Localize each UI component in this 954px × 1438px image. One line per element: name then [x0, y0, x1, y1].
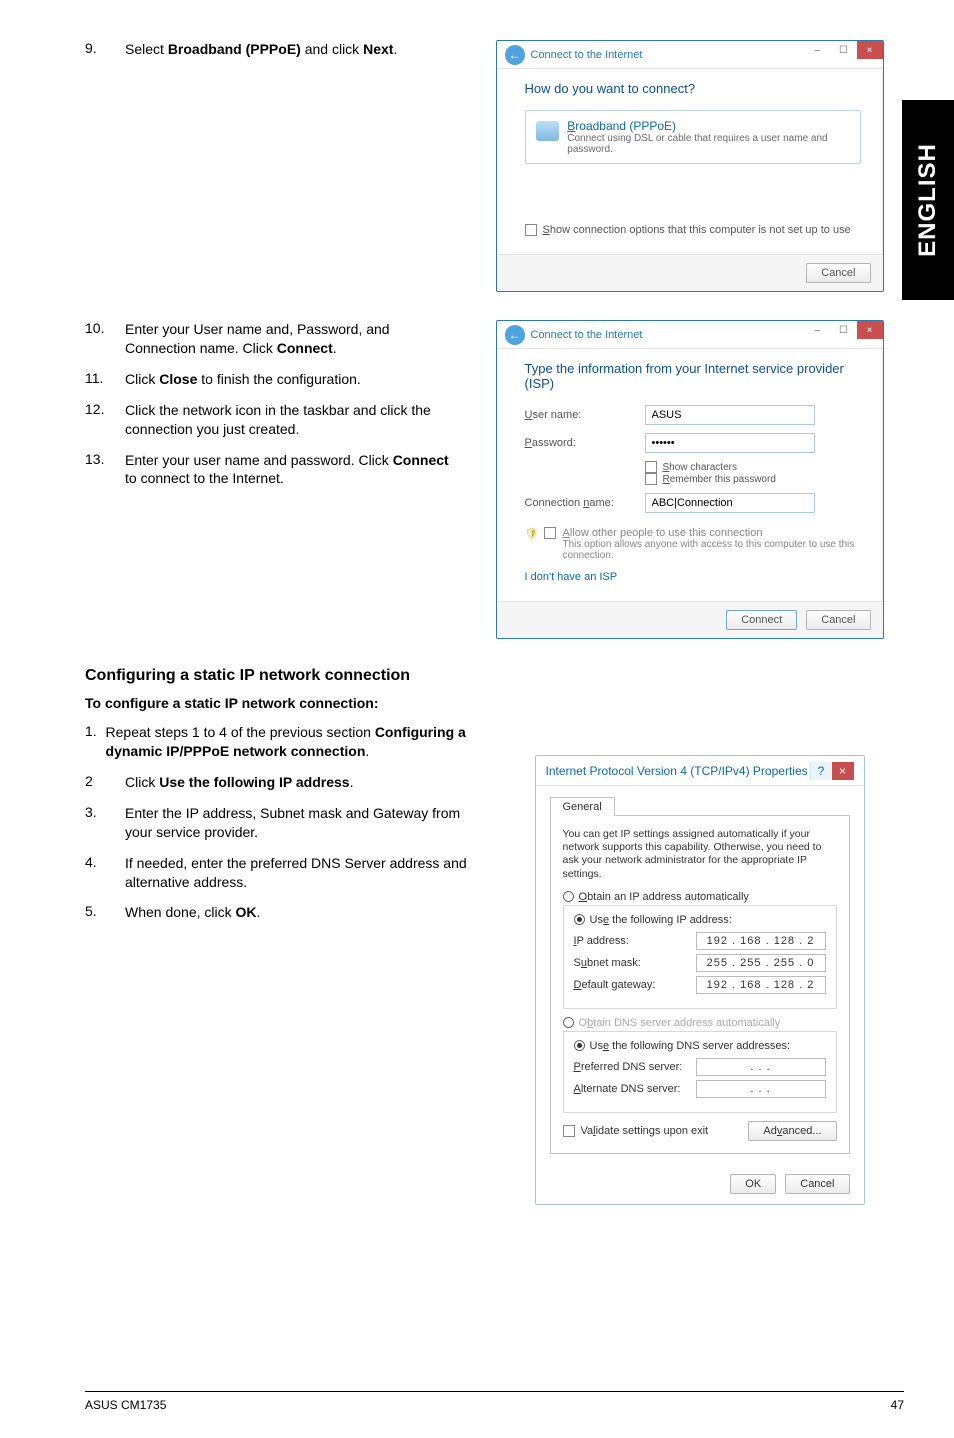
close-icon[interactable]: ×: [857, 321, 883, 339]
connect-internet-window-1: ← Connect to the Internet – ☐ × How do y…: [496, 40, 884, 292]
step-item: 4.If needed, enter the preferred DNS Ser…: [85, 854, 475, 892]
step-item: 2Click Use the following IP address.: [85, 773, 475, 792]
connect-button[interactable]: Connect: [726, 610, 797, 630]
step-item: 1.Repeat steps 1 to 4 of the previous se…: [85, 723, 475, 761]
gateway-input[interactable]: 192 . 168 . 128 . 2: [696, 976, 826, 994]
help-icon[interactable]: ?: [810, 762, 832, 780]
heading: How do you want to connect?: [525, 81, 861, 96]
subnet-label: Subnet mask:: [574, 957, 641, 969]
step-item: 12.Click the network icon in the taskbar…: [85, 401, 455, 439]
cancel-button[interactable]: Cancel: [806, 263, 870, 283]
cancel-button[interactable]: Cancel: [806, 610, 870, 630]
minimize-icon[interactable]: –: [805, 41, 831, 59]
gateway-label: Default gateway:: [574, 979, 656, 991]
footer-line: [85, 1391, 904, 1392]
section-title: Configuring a static IP network connecti…: [85, 667, 904, 685]
close-icon[interactable]: ×: [857, 41, 883, 59]
dialog-title: Internet Protocol Version 4 (TCP/IPv4) P…: [546, 764, 808, 778]
ok-button[interactable]: OK: [730, 1174, 776, 1194]
cancel-button[interactable]: Cancel: [785, 1174, 849, 1194]
remember-password-checkbox[interactable]: Remember this password: [645, 473, 861, 485]
use-following-ip-radio[interactable]: Use the following IP address:: [574, 914, 826, 926]
pdns-input[interactable]: . . .: [696, 1058, 826, 1076]
ip-input[interactable]: 192 . 168 . 128 . 2: [696, 932, 826, 950]
step-9: 9. Select Broadband (PPPoE) and click Ne…: [85, 40, 455, 59]
subnet-input[interactable]: 255 . 255 . 255 . 0: [696, 954, 826, 972]
connect-internet-window-2: ← Connect to the Internet – ☐ × Type the…: [496, 320, 884, 639]
broadband-icon: [536, 121, 560, 141]
section-sub: To configure a static IP network connect…: [85, 695, 904, 711]
maximize-icon[interactable]: ☐: [831, 321, 857, 339]
close-icon[interactable]: ×: [832, 762, 854, 780]
footer-page: 47: [891, 1398, 904, 1412]
step-item: 10.Enter your User name and, Password, a…: [85, 320, 455, 358]
minimize-icon[interactable]: –: [805, 321, 831, 339]
adns-label: Alternate DNS server:: [574, 1083, 681, 1095]
footer-left: ASUS CM1735: [85, 1398, 166, 1412]
language-tab: ENGLISH: [902, 100, 954, 300]
username-input[interactable]: [645, 405, 815, 425]
broadband-option[interactable]: Broadband (PPPoE) Connect using DSL or c…: [525, 110, 861, 164]
step-item: 13.Enter your user name and password. Cl…: [85, 451, 455, 489]
window-title: Connect to the Internet: [531, 49, 643, 61]
show-options-checkbox[interactable]: Show connection options that this comput…: [525, 224, 861, 236]
show-characters-checkbox[interactable]: Show characters: [645, 461, 861, 473]
advanced-button[interactable]: Advanced...: [748, 1121, 836, 1141]
ip-label: IP address:: [574, 935, 629, 947]
password-label: Password:: [525, 437, 645, 449]
maximize-icon[interactable]: ☐: [831, 41, 857, 59]
step-item: 11.Click Close to finish the configurati…: [85, 370, 455, 389]
connection-name-label: Connection name:: [525, 497, 645, 509]
use-following-dns-radio[interactable]: Use the following DNS server addresses:: [574, 1040, 826, 1052]
pdns-label: Preferred DNS server:: [574, 1061, 683, 1073]
username-label: User name:: [525, 409, 645, 421]
validate-checkbox[interactable]: Validate settings upon exit: [563, 1125, 709, 1137]
password-input[interactable]: [645, 433, 815, 453]
general-tab[interactable]: General: [550, 797, 615, 816]
window-title: Connect to the Internet: [531, 329, 643, 341]
step-item: 5.When done, click OK.: [85, 903, 475, 922]
description: You can get IP settings assigned automat…: [563, 828, 837, 881]
obtain-ip-auto-radio[interactable]: Obtain an IP address automatically: [563, 891, 837, 903]
heading: Type the information from your Internet …: [525, 361, 861, 391]
ipv4-dialog: Internet Protocol Version 4 (TCP/IPv4) P…: [535, 755, 865, 1205]
back-icon[interactable]: ←: [505, 325, 525, 345]
back-icon[interactable]: ←: [505, 45, 525, 65]
language-tab-label: ENGLISH: [914, 143, 942, 257]
step-item: 3.Enter the IP address, Subnet mask and …: [85, 804, 475, 842]
adns-input[interactable]: . . .: [696, 1080, 826, 1098]
no-isp-link[interactable]: I don't have an ISP: [525, 571, 861, 583]
allow-others-checkbox[interactable]: 🛡 Allow other people to use this connect…: [525, 527, 861, 561]
obtain-dns-auto-radio: Obtain DNS server address automatically: [563, 1017, 837, 1029]
connection-name-input[interactable]: [645, 493, 815, 513]
